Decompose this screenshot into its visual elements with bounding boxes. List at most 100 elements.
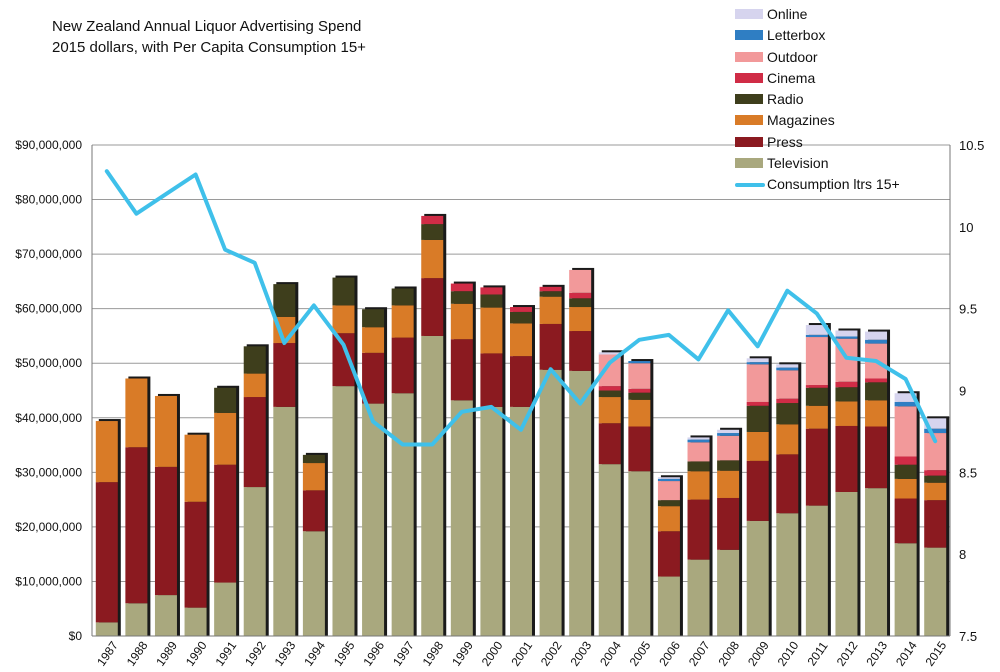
x-tick-label: 1992 <box>242 638 269 668</box>
bar-segment-magazines <box>805 405 828 429</box>
x-tick-label: 1988 <box>124 638 151 668</box>
legend-label: Cinema <box>767 69 816 86</box>
bar-segment-cinema <box>835 381 858 388</box>
x-tick-label: 1987 <box>94 638 121 668</box>
bar-segment-online <box>598 352 621 355</box>
bar-segment-outdoor <box>628 363 651 389</box>
bar-segment-magazines <box>480 307 503 354</box>
bar-segment-outdoor <box>924 433 947 471</box>
bar-segment-radio <box>421 224 444 240</box>
bar-segment-online <box>776 364 799 368</box>
bar-segment-cinema <box>569 292 592 299</box>
bar-segment-letterbox <box>657 478 680 482</box>
bar-segment-magazines <box>302 463 325 491</box>
bar-segment-press <box>125 447 148 604</box>
bar-segment-press <box>480 353 503 407</box>
y-left-tick-label: $0 <box>69 629 83 643</box>
legend-swatch <box>735 136 763 147</box>
legend-swatch <box>735 51 763 62</box>
bar-segment-press <box>273 343 296 407</box>
bar-segment-television <box>569 370 592 636</box>
bar-segment-cinema <box>805 385 828 388</box>
legend-item: Press <box>735 132 900 153</box>
bar-segment-letterbox <box>924 428 947 434</box>
bar-segment-radio <box>805 387 828 406</box>
legend-label: Online <box>767 6 808 22</box>
bar-segment-radio <box>628 392 651 400</box>
bar-segment-outdoor <box>746 364 769 402</box>
x-tick-label: 1995 <box>331 638 358 668</box>
x-tick-label: 2007 <box>686 638 713 668</box>
bar-segment-radio <box>510 311 532 324</box>
x-tick-label: 2002 <box>538 638 565 668</box>
bar-segment-letterbox <box>628 361 651 364</box>
legend-swatch <box>735 9 763 19</box>
bar-segment-online <box>835 330 858 337</box>
bar-segment-magazines <box>539 296 562 324</box>
bar-segment-magazines <box>776 424 799 455</box>
bar-segment-cinema <box>746 401 769 406</box>
bar-segment-magazines <box>835 401 858 426</box>
y-right-tick-label: 10.5 <box>959 138 984 153</box>
bar-segment-press <box>450 339 473 401</box>
bar-segment-outdoor <box>569 269 592 293</box>
bar-segment-television <box>125 603 148 636</box>
bar-segment-television <box>450 400 473 636</box>
legend-swatch <box>735 72 763 83</box>
bar-segment-magazines <box>214 412 237 465</box>
consumption-line-layer <box>104 169 938 447</box>
x-tick-label: 2009 <box>745 638 772 668</box>
bar-segment-television <box>154 595 177 636</box>
bar-segment-radio <box>687 461 710 472</box>
bar-segment-cinema <box>776 398 799 404</box>
y-right-tick-label: 7.5 <box>959 629 977 644</box>
legend-item: Television <box>735 153 900 174</box>
legend-swatch <box>735 30 763 41</box>
bar-segment-online <box>657 477 680 479</box>
bar-segment-magazines <box>184 434 207 502</box>
bar-segment-press <box>569 331 592 371</box>
bar-segment-letterbox <box>717 433 740 436</box>
bar-segment-radio <box>746 405 769 432</box>
bar-segment-online <box>717 429 740 434</box>
bar-segment-outdoor <box>894 406 917 457</box>
bar-segment-cinema <box>539 286 562 292</box>
bar-segment-television <box>628 471 651 636</box>
bar-segment-outdoor <box>805 337 828 386</box>
bar-segment-radio <box>214 387 237 413</box>
x-tick-label: 1997 <box>390 638 417 668</box>
bar-segment-online <box>687 437 710 440</box>
legend-item: Letterbox <box>735 25 900 46</box>
x-tick-label: 1989 <box>153 638 180 668</box>
bar-segment-television <box>894 543 917 636</box>
bar-segment-radio <box>894 464 917 479</box>
bar-segment-press <box>598 423 621 465</box>
bar-segment-outdoor <box>657 481 680 501</box>
bar-segment-radio <box>717 460 740 471</box>
bar-segment-radio <box>657 500 680 507</box>
bar-segment-press <box>865 426 888 489</box>
bar-segment-magazines <box>154 395 177 467</box>
bar-segment-cinema <box>450 283 473 292</box>
bar-segment-radio <box>450 291 473 304</box>
bar-segment-press <box>302 490 325 532</box>
bar-segment-magazines <box>125 378 148 448</box>
legend-swatch <box>735 158 763 169</box>
legend-label: Radio <box>767 91 804 108</box>
bar-segment-television <box>657 576 680 636</box>
bar-segment-press <box>687 499 710 560</box>
y-right-tick-label: 8 <box>959 547 966 562</box>
x-tick-label: 2014 <box>893 638 920 668</box>
bar-segment-magazines <box>332 305 355 334</box>
bar-segment-magazines <box>598 397 621 424</box>
y-left-tick-label: $90,000,000 <box>15 138 82 152</box>
bar-segment-magazines <box>746 431 769 461</box>
bar-segment-television <box>717 549 740 636</box>
legend-label: Consumption ltrs 15+ <box>767 176 900 193</box>
x-tick-label: 1990 <box>183 638 210 668</box>
bar-segment-magazines <box>894 478 917 499</box>
bar-segment-cinema <box>421 215 444 225</box>
bar-segment-magazines <box>362 327 385 353</box>
bar-segment-letterbox <box>865 339 888 344</box>
